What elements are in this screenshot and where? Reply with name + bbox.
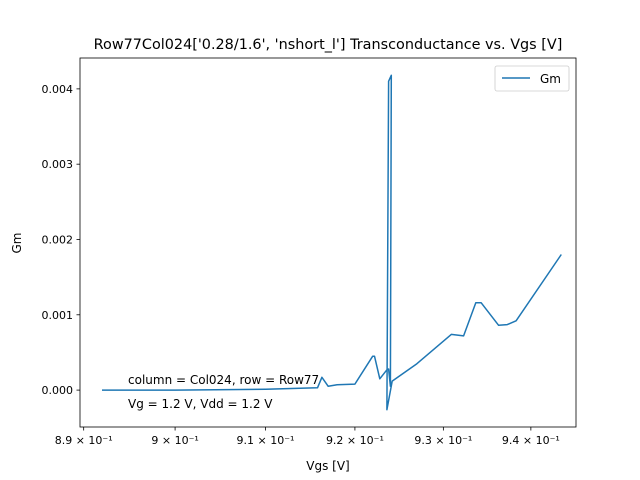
- y-axis-ticks: 0.000 0.001 0.002 0.003 0.004: [42, 83, 80, 397]
- annotation-column-row: column = Col024, row = Row77: [128, 373, 319, 387]
- series-line-gm: [102, 74, 562, 411]
- y-tick-label: 0.000: [42, 384, 74, 397]
- plot-area: [80, 58, 576, 427]
- x-axis-ticks: 8.9 × 10⁻¹ 9 × 10⁻¹ 9.1 × 10⁻¹ 9.2 × 10⁻¹ 9.…: [55, 427, 560, 447]
- plot-frame: [79, 57, 577, 428]
- x-tick-label: 9.2 × 10⁻¹: [326, 434, 384, 447]
- x-tick-label: 9 × 10⁻¹: [151, 434, 198, 447]
- chart-title: Row77Col024['0.28/1.6', 'nshort_l'] Tran…: [94, 37, 563, 53]
- legend-label-gm: Gm: [540, 72, 561, 86]
- x-tick-label: 9.3 × 10⁻¹: [414, 434, 472, 447]
- y-tick-label: 0.004: [42, 83, 74, 96]
- legend-box: [494, 65, 570, 92]
- x-tick-label: 9.4 × 10⁻¹: [502, 434, 560, 447]
- annotation-voltages: Vg = 1.2 V, Vdd = 1.2 V: [128, 397, 273, 411]
- y-tick-label: 0.001: [42, 309, 74, 322]
- y-tick-label: 0.002: [42, 233, 74, 246]
- x-tick-label: 9.1 × 10⁻¹: [237, 434, 295, 447]
- x-axis-label: Vgs [V]: [306, 459, 349, 473]
- x-tick-label: 8.9 × 10⁻¹: [55, 434, 113, 447]
- y-axis-label: Gm: [10, 233, 24, 254]
- legend: Gm: [494, 65, 570, 92]
- y-tick-label: 0.003: [42, 158, 74, 171]
